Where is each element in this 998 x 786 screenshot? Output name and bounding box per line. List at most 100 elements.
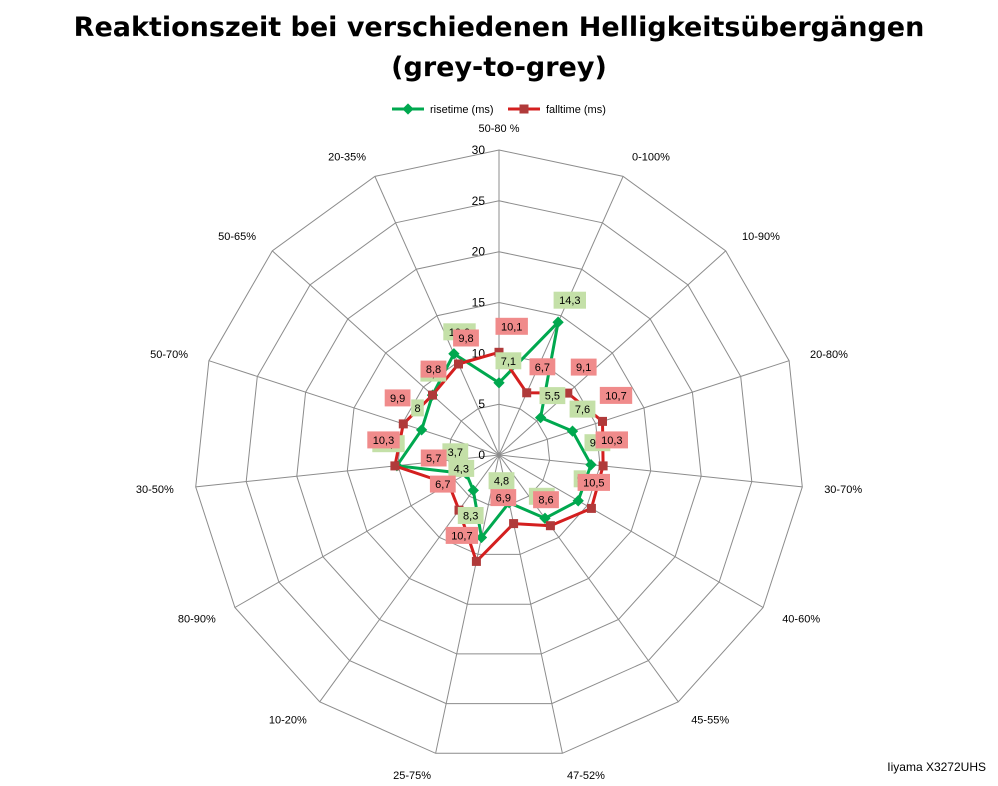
category-label: 20-80% bbox=[810, 349, 848, 361]
chart-title-line-1: Reaktionszeit bei verschiedenen Helligke… bbox=[73, 12, 925, 43]
rise-data-label: 8 bbox=[414, 403, 420, 415]
risetime-point bbox=[475, 531, 488, 544]
fall-data-label: 10,3 bbox=[601, 435, 622, 447]
grid-spoke bbox=[208, 360, 500, 456]
grid-spoke bbox=[498, 176, 624, 456]
fall-data-label: 10,7 bbox=[605, 390, 626, 402]
fall-data-label: 10,3 bbox=[373, 435, 394, 447]
risetime-point bbox=[467, 484, 479, 497]
rise-data-label-box bbox=[488, 472, 515, 490]
category-label: 30-50% bbox=[136, 484, 174, 496]
grid-spoke bbox=[435, 454, 500, 754]
fall-data-label: 9,8 bbox=[458, 333, 473, 345]
grid-ring-20 bbox=[296, 251, 702, 655]
grid-spoke bbox=[498, 360, 790, 456]
grid-ring-15 bbox=[346, 301, 652, 605]
risetime-point bbox=[552, 316, 564, 328]
grid-spoke bbox=[498, 454, 764, 608]
risetime-point bbox=[566, 425, 579, 437]
fall-data-label-box bbox=[595, 431, 628, 449]
category-label: 25-75% bbox=[393, 770, 431, 782]
fall-data-label-box bbox=[495, 317, 528, 335]
rise-data-label: 3,7 bbox=[448, 447, 463, 459]
falltime-point bbox=[390, 461, 400, 471]
falltime-point bbox=[509, 519, 519, 529]
rise-data-label: 4,3 bbox=[454, 463, 469, 475]
category-label: 10-20% bbox=[269, 715, 307, 727]
rise-data-label-box bbox=[448, 459, 475, 477]
rise-data-label-box bbox=[553, 291, 586, 309]
category-label: 80-90% bbox=[178, 614, 216, 626]
fall-data-label-box bbox=[420, 449, 447, 467]
grid-spoke bbox=[374, 176, 500, 456]
category-label: 40-60% bbox=[782, 614, 820, 626]
category-label: 50-80 % bbox=[479, 123, 520, 135]
fall-data-label-box bbox=[529, 358, 556, 376]
fall-data-label: 6,7 bbox=[535, 362, 550, 374]
grid-spoke bbox=[498, 454, 803, 488]
category-label: 47-52% bbox=[567, 770, 605, 782]
axis-tick-label: 5 bbox=[478, 397, 485, 411]
falltime-point bbox=[522, 388, 532, 398]
category-label: 45-55% bbox=[691, 715, 729, 727]
fall-data-label-box bbox=[577, 473, 610, 491]
rise-data-label-box bbox=[457, 507, 484, 524]
axis-tick-label: 20 bbox=[472, 245, 486, 259]
falltime-point bbox=[563, 388, 573, 398]
falltime-point bbox=[471, 556, 481, 566]
legend-rise-label: risetime (ms) bbox=[430, 104, 494, 116]
category-label: 50-70% bbox=[150, 349, 188, 361]
axis-tick-label: 25 bbox=[472, 194, 486, 208]
risetime-point bbox=[493, 377, 505, 389]
category-label: 0-100% bbox=[632, 151, 670, 163]
falltime-point bbox=[545, 521, 555, 531]
falltime-point bbox=[454, 359, 463, 369]
axis-tick-label: 30 bbox=[472, 143, 486, 157]
grid-spoke bbox=[498, 454, 679, 703]
fall-data-labels: 10,1 6,7 9,1 10,7 10,3 10,5 8,6 6,9 10,7 6,7 5,7 10… bbox=[367, 317, 633, 544]
fall-data-label-box bbox=[420, 360, 447, 378]
rise-data-label: 7,6 bbox=[575, 404, 590, 416]
axis-tick-label: 0 bbox=[478, 448, 485, 462]
rise-data-label-box bbox=[442, 443, 469, 461]
risetime-point bbox=[585, 459, 597, 471]
fall-data-label: 10,7 bbox=[451, 530, 472, 542]
series-rise bbox=[391, 316, 597, 544]
grid-spoke bbox=[498, 250, 727, 456]
fall-data-label: 6,9 bbox=[496, 493, 511, 505]
legend-fall-label: falltime (ms) bbox=[546, 104, 606, 116]
fall-data-label-box bbox=[533, 491, 559, 509]
risetime-point bbox=[415, 424, 428, 436]
fall-data-label: 5,7 bbox=[426, 453, 441, 465]
rise-data-label-box bbox=[539, 387, 566, 405]
risetime-point bbox=[539, 512, 551, 524]
fall-data-label: 10,1 bbox=[501, 321, 522, 333]
chart-title-line-2: (grey-to-grey) bbox=[391, 52, 607, 83]
legend-rise-marker bbox=[402, 103, 414, 115]
fall-data-label-box bbox=[490, 489, 517, 507]
falltime-point bbox=[598, 416, 607, 426]
falltime-point bbox=[586, 503, 596, 513]
category-label: 20-35% bbox=[328, 151, 366, 163]
grid-ring-25 bbox=[245, 200, 753, 705]
fall-data-label: 10,5 bbox=[583, 477, 604, 489]
grid-spoke bbox=[319, 454, 500, 703]
monitor-model-label: Iiyama X3272UHS bbox=[887, 760, 986, 774]
rise-data-label: 14,3 bbox=[559, 295, 580, 307]
risetime-point bbox=[534, 411, 547, 424]
fall-data-label-box bbox=[429, 475, 456, 493]
rise-data-label: 7,1 bbox=[501, 356, 516, 368]
legend: risetime (ms) falltime (ms) bbox=[392, 103, 606, 116]
fall-data-label: 9,9 bbox=[390, 393, 405, 405]
fall-data-label-box bbox=[453, 329, 479, 347]
fall-data-label: 9,1 bbox=[576, 362, 591, 374]
fall-data-label-box bbox=[570, 358, 597, 376]
axis-tick-label: 15 bbox=[472, 296, 486, 310]
risetime-point bbox=[448, 348, 460, 360]
grid-ring-30 bbox=[195, 149, 803, 754]
falltime-point bbox=[398, 419, 408, 429]
category-label: 30-70% bbox=[824, 484, 862, 496]
fall-data-label: 8,6 bbox=[538, 495, 553, 507]
